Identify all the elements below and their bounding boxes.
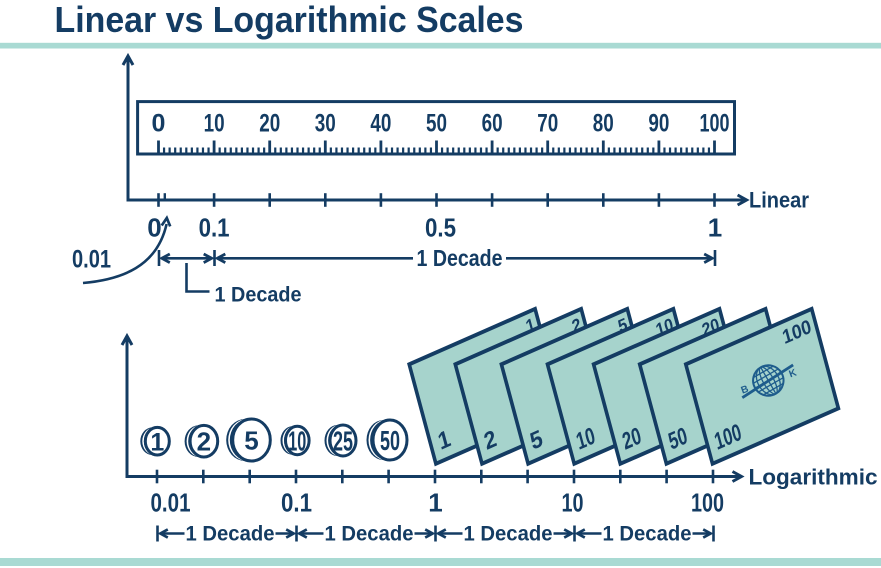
- svg-text:0.5: 0.5: [425, 213, 456, 243]
- svg-text:Logarithmic: Logarithmic: [749, 465, 878, 490]
- svg-text:0: 0: [152, 110, 166, 138]
- svg-text:1: 1: [428, 488, 442, 518]
- svg-text:1: 1: [708, 213, 722, 243]
- svg-text:B: B: [740, 384, 751, 397]
- svg-text:0: 0: [147, 213, 161, 243]
- svg-text:1 Decade: 1 Decade: [603, 522, 692, 546]
- svg-text:10: 10: [288, 426, 306, 457]
- svg-text:0.01: 0.01: [72, 246, 111, 274]
- svg-text:20: 20: [259, 110, 280, 138]
- svg-text:5: 5: [244, 426, 258, 456]
- svg-text:60: 60: [482, 110, 503, 138]
- svg-text:50: 50: [426, 110, 447, 138]
- svg-text:1 Decade: 1 Decade: [464, 522, 553, 546]
- svg-text:1 Decade: 1 Decade: [325, 522, 414, 546]
- svg-text:30: 30: [315, 110, 336, 138]
- svg-text:Linear vs Logarithmic Scales: Linear vs Logarithmic Scales: [55, 0, 524, 40]
- svg-text:70: 70: [537, 110, 558, 138]
- svg-text:0.01: 0.01: [151, 488, 191, 518]
- svg-text:1 Decade: 1 Decade: [417, 245, 503, 271]
- svg-text:1 Decade: 1 Decade: [215, 283, 302, 307]
- svg-text:40: 40: [370, 110, 391, 138]
- svg-text:10: 10: [204, 110, 225, 138]
- svg-text:80: 80: [593, 110, 614, 138]
- svg-text:2: 2: [197, 427, 211, 457]
- svg-text:0.1: 0.1: [199, 213, 230, 243]
- svg-text:10: 10: [562, 488, 584, 518]
- svg-text:25: 25: [333, 426, 353, 457]
- svg-text:1 Decade: 1 Decade: [186, 522, 275, 546]
- svg-text:90: 90: [648, 110, 669, 138]
- svg-text:0.1: 0.1: [281, 488, 312, 518]
- svg-text:100: 100: [700, 110, 730, 138]
- svg-text:K: K: [788, 367, 799, 380]
- svg-text:100: 100: [691, 488, 724, 518]
- svg-text:Linear: Linear: [749, 188, 809, 213]
- svg-text:1: 1: [150, 428, 164, 456]
- svg-text:50: 50: [380, 425, 400, 456]
